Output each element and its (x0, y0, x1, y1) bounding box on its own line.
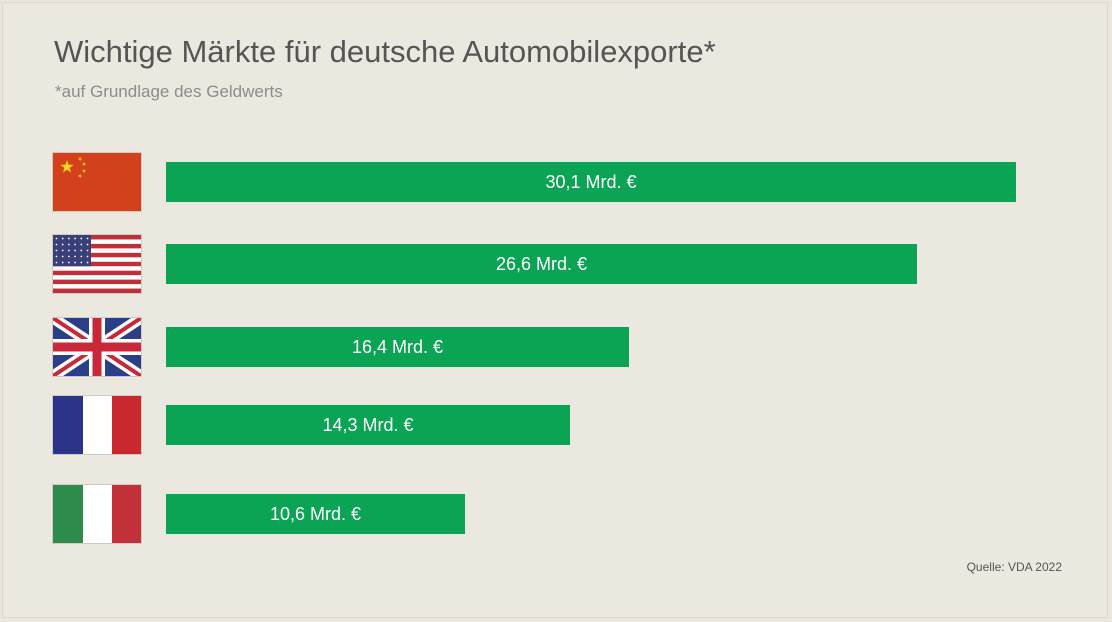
bar-value-label: 10,6 Mrd. € (269, 503, 362, 524)
bar-2: 26,6 Mrd. € (166, 244, 917, 284)
bar-value-label: 26,6 Mrd. € (495, 253, 588, 274)
bar-5: 10,6 Mrd. € (166, 494, 465, 534)
bar-value-label: 16,4 Mrd. € (351, 336, 444, 357)
flag-italy-icon (53, 485, 141, 543)
flag-china-icon (53, 153, 141, 211)
flag-usa-icon (53, 235, 141, 293)
bar-value-label: 30,1 Mrd. € (545, 171, 637, 192)
bar-1: 30,1 Mrd. € (166, 162, 1016, 202)
chart-subtitle: *auf Grundlage des Geldwerts (55, 82, 283, 101)
source-note: Quelle: VDA 2022 (966, 560, 1062, 574)
bar-value-label: 14,3 Mrd. € (322, 414, 414, 435)
bar-4: 14,3 Mrd. € (166, 405, 570, 445)
flag-france-icon (53, 396, 141, 454)
chart-title: Wichtige Märkte für deutsche Automobilex… (54, 34, 716, 69)
bar-3: 16,4 Mrd. € (166, 327, 629, 367)
flag-uk-icon (53, 318, 141, 376)
